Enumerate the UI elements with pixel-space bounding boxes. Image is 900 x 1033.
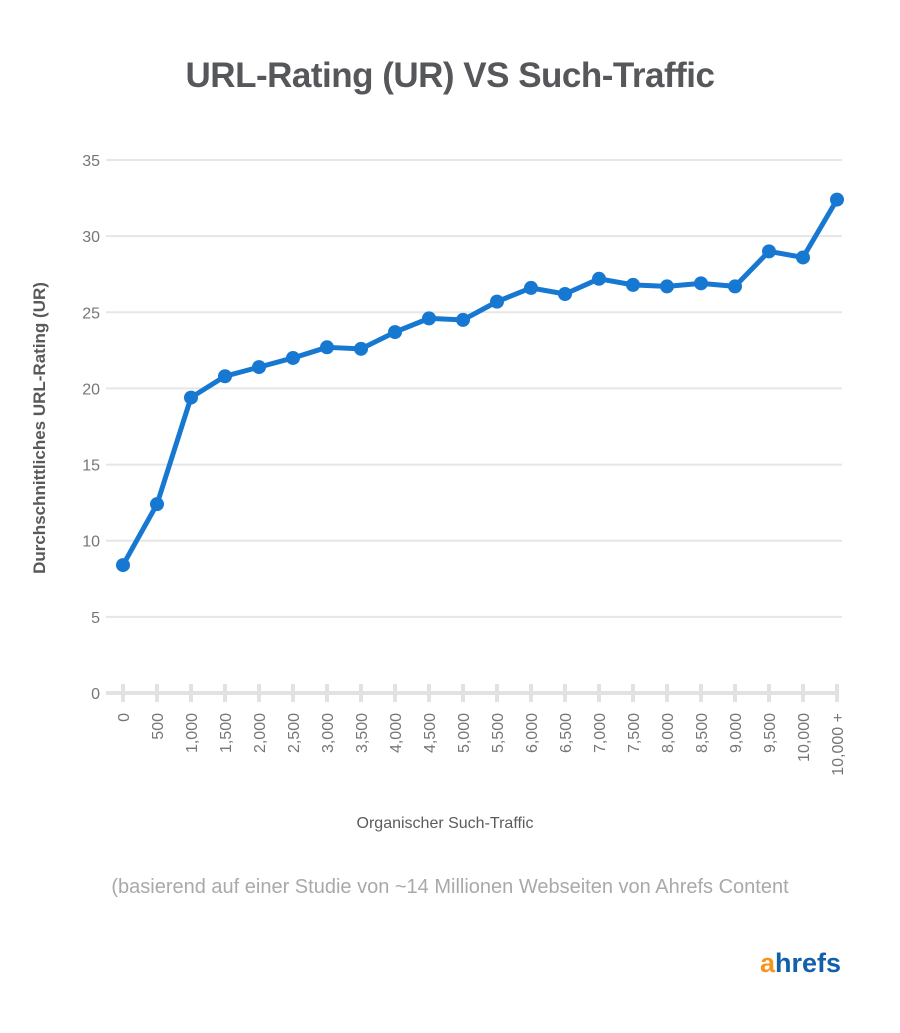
x-tick-label-12: 6,000 — [524, 713, 541, 753]
y-tick-label-15: 15 — [82, 458, 100, 475]
data-point-20 — [796, 250, 810, 265]
ahrefs-logo-hrefs: hrefs — [774, 948, 841, 978]
y-tick-label-0: 0 — [91, 686, 100, 703]
x-tick-label-10: 5,000 — [456, 713, 473, 753]
data-point-2 — [184, 390, 198, 405]
x-tick-label-16: 8,000 — [660, 713, 677, 753]
x-tick-label-8: 4,000 — [388, 713, 405, 753]
x-tick-label-5: 2,500 — [286, 713, 303, 753]
data-point-18 — [728, 279, 742, 294]
data-point-8 — [388, 325, 402, 340]
y-tick-label-20: 20 — [82, 381, 100, 398]
y-tick-label-10: 10 — [82, 534, 100, 551]
x-tick-label-15: 7,500 — [626, 713, 643, 753]
x-tick-label-21: 10,000 + — [830, 713, 847, 776]
study-caption: (basierend auf einer Studie von ~14 Mill… — [111, 876, 789, 898]
x-tick-label-14: 7,000 — [592, 713, 609, 753]
y-axis-title: Durchschnittliches URL-Rating (UR) — [30, 282, 49, 574]
data-point-1 — [150, 497, 164, 512]
data-point-4 — [252, 360, 266, 375]
y-tick-label-5: 5 — [91, 610, 100, 627]
chart-title: URL-Rating (UR) VS Such-Traffic — [185, 56, 715, 95]
data-point-0 — [116, 558, 130, 573]
x-tick-label-17: 8,500 — [694, 713, 711, 753]
x-tick-label-7: 3,500 — [354, 713, 371, 753]
data-point-6 — [320, 340, 334, 355]
y-tick-label-35: 35 — [82, 153, 100, 170]
data-point-21 — [830, 192, 844, 207]
x-tick-label-3: 1,500 — [218, 713, 235, 753]
x-tick-label-1: 500 — [150, 713, 167, 740]
y-tick-label-25: 25 — [82, 305, 100, 322]
data-point-7 — [354, 341, 368, 356]
series-line — [120, 197, 840, 568]
x-tick-label-9: 4,500 — [422, 713, 439, 753]
x-tick-label-20: 10,000 — [796, 713, 813, 762]
x-tick-label-6: 3,000 — [320, 713, 337, 753]
data-point-5 — [286, 350, 300, 365]
data-point-9 — [422, 311, 436, 326]
data-point-3 — [218, 369, 232, 384]
x-tick-label-19: 9,500 — [762, 713, 779, 753]
x-tick-label-18: 9,000 — [728, 713, 745, 753]
x-tick-label-13: 6,500 — [558, 713, 575, 753]
y-tick-label-30: 30 — [82, 229, 100, 246]
data-point-14 — [592, 271, 606, 286]
data-point-11 — [490, 294, 504, 309]
data-point-12 — [524, 280, 538, 295]
ahrefs-logo: ahrefs — [760, 948, 841, 979]
data-point-16 — [660, 279, 674, 294]
data-point-19 — [762, 244, 776, 259]
x-tick-label-0: 0 — [116, 713, 133, 722]
x-tick-label-2: 1,000 — [184, 713, 201, 753]
data-point-17 — [694, 276, 708, 291]
data-point-13 — [558, 287, 572, 302]
data-point-10 — [456, 312, 470, 327]
x-axis-title: Organischer Such-Traffic — [356, 815, 534, 832]
data-point-15 — [626, 277, 640, 292]
x-tick-label-4: 2,000 — [252, 713, 269, 753]
x-tick-label-11: 5,500 — [490, 713, 507, 753]
ahrefs-logo-a: a — [759, 948, 775, 978]
